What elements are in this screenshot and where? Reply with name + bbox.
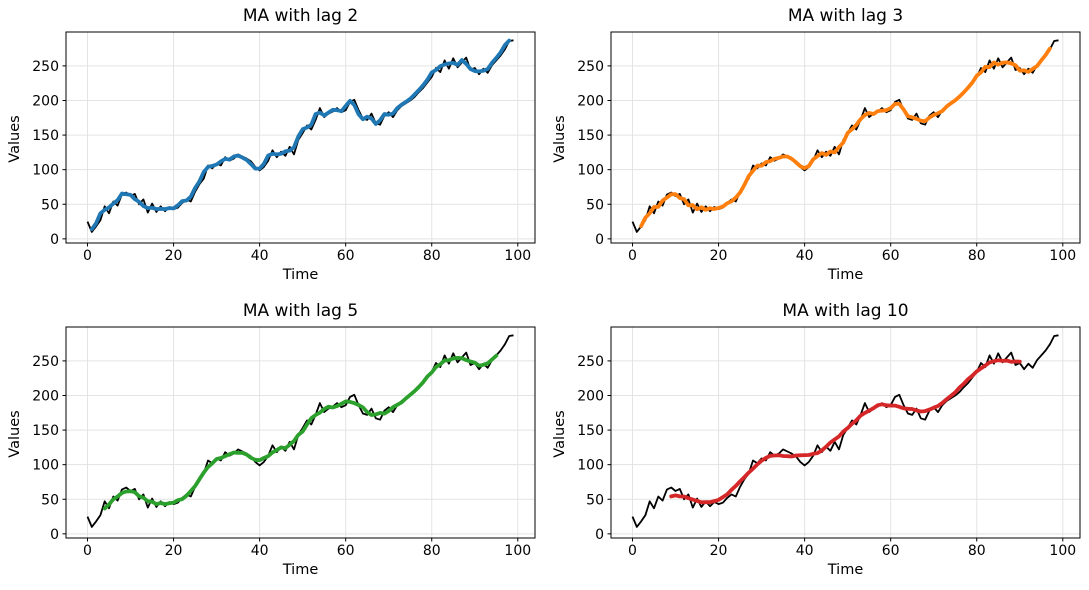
x-tick-label: 40 [796,248,814,264]
ma-series-line [669,358,1022,505]
y-axis-label: Values [552,115,568,163]
chart-title: MA with lag 10 [782,301,909,321]
y-tick-label: 200 [32,93,59,109]
x-tick-label: 60 [882,543,900,559]
y-tick-label: 0 [50,527,59,543]
x-tick-label: 20 [710,248,728,264]
chart-title: MA with lag 2 [242,6,359,26]
x-tick-label: 60 [337,543,355,559]
axes-frame [65,326,536,539]
x-axis-label: Time [282,267,319,283]
y-tick-label: 200 [577,388,604,404]
subplot-ma-lag-3: 0 20 40 60 80 100 0 50 100 150 200 250 MA with lag … [545,0,1089,295]
x-tick-label: 80 [423,248,441,264]
x-tick-label: 20 [165,543,183,559]
y-tick-label: 150 [32,423,59,439]
x-tick-label: 0 [628,248,637,264]
axes-frame [65,31,536,244]
ma-series-line [102,353,499,511]
y-tick-label: 150 [32,128,59,144]
y-axis-label: Values [552,410,568,458]
x-tick-label: 0 [628,543,637,559]
y-tick-label: 50 [586,492,604,508]
y-tick-label: 150 [577,423,604,439]
x-tick-label: 0 [83,248,92,264]
y-tick-label: 200 [577,93,604,109]
subplot-ma-lag-5: 0 20 40 60 80 100 0 50 100 150 200 250 MA with lag … [0,295,545,590]
y-tick-label: 0 [595,232,604,248]
x-tick-label: 40 [251,248,269,264]
x-axis-label: Time [827,562,864,578]
x-tick-label: 100 [504,543,531,559]
x-tick-label: 80 [423,543,441,559]
x-tick-label: 60 [882,248,900,264]
y-tick-label: 0 [595,527,604,543]
x-tick-label: 40 [796,543,814,559]
axes-frame [610,31,1081,244]
x-tick-label: 100 [504,248,531,264]
y-tick-label: 200 [32,388,59,404]
y-axis-label: Values [7,410,23,458]
y-tick-label: 100 [32,458,59,474]
y-tick-label: 100 [577,458,604,474]
x-tick-label: 0 [83,543,92,559]
x-tick-label: 60 [337,248,355,264]
chart-title: MA with lag 5 [242,301,359,321]
x-tick-label: 100 [1049,543,1076,559]
y-tick-label: 100 [32,163,59,179]
y-tick-label: 250 [577,354,604,370]
subplot-ma-lag-2: 0 20 40 60 80 100 0 50 100 150 200 250 MA with lag … [0,0,545,295]
x-tick-label: 20 [710,543,728,559]
y-tick-label: 150 [577,128,604,144]
y-tick-label: 250 [577,59,604,75]
y-axis-label: Values [7,115,23,163]
x-tick-label: 20 [165,248,183,264]
y-tick-label: 0 [50,232,59,248]
ma-series-line [89,38,512,232]
plot-area-ma-lag-5: 0 20 40 60 80 100 0 50 100 150 200 250 [32,326,536,559]
ma-series-line [639,46,1052,229]
plot-area-ma-lag-10: 0 20 40 60 80 100 0 50 100 150 200 250 [577,326,1081,559]
y-tick-label: 50 [586,197,604,213]
y-tick-label: 250 [32,59,59,75]
x-tick-label: 100 [1049,248,1076,264]
subplot-ma-lag-10: 0 20 40 60 80 100 0 50 100 150 200 250 MA with lag … [545,295,1089,590]
y-tick-label: 250 [32,354,59,370]
y-tick-label: 100 [577,163,604,179]
x-tick-label: 80 [968,248,986,264]
plot-area-ma-lag-3: 0 20 40 60 80 100 0 50 100 150 200 250 [577,31,1081,264]
y-tick-label: 50 [41,197,59,213]
plot-area-ma-lag-2: 0 20 40 60 80 100 0 50 100 150 200 250 [32,31,536,264]
x-axis-label: Time [282,562,319,578]
x-tick-label: 40 [251,543,269,559]
y-tick-label: 50 [41,492,59,508]
x-tick-label: 80 [968,543,986,559]
chart-title: MA with lag 3 [787,6,904,26]
x-axis-label: Time [827,267,864,283]
axes-frame [610,326,1081,539]
